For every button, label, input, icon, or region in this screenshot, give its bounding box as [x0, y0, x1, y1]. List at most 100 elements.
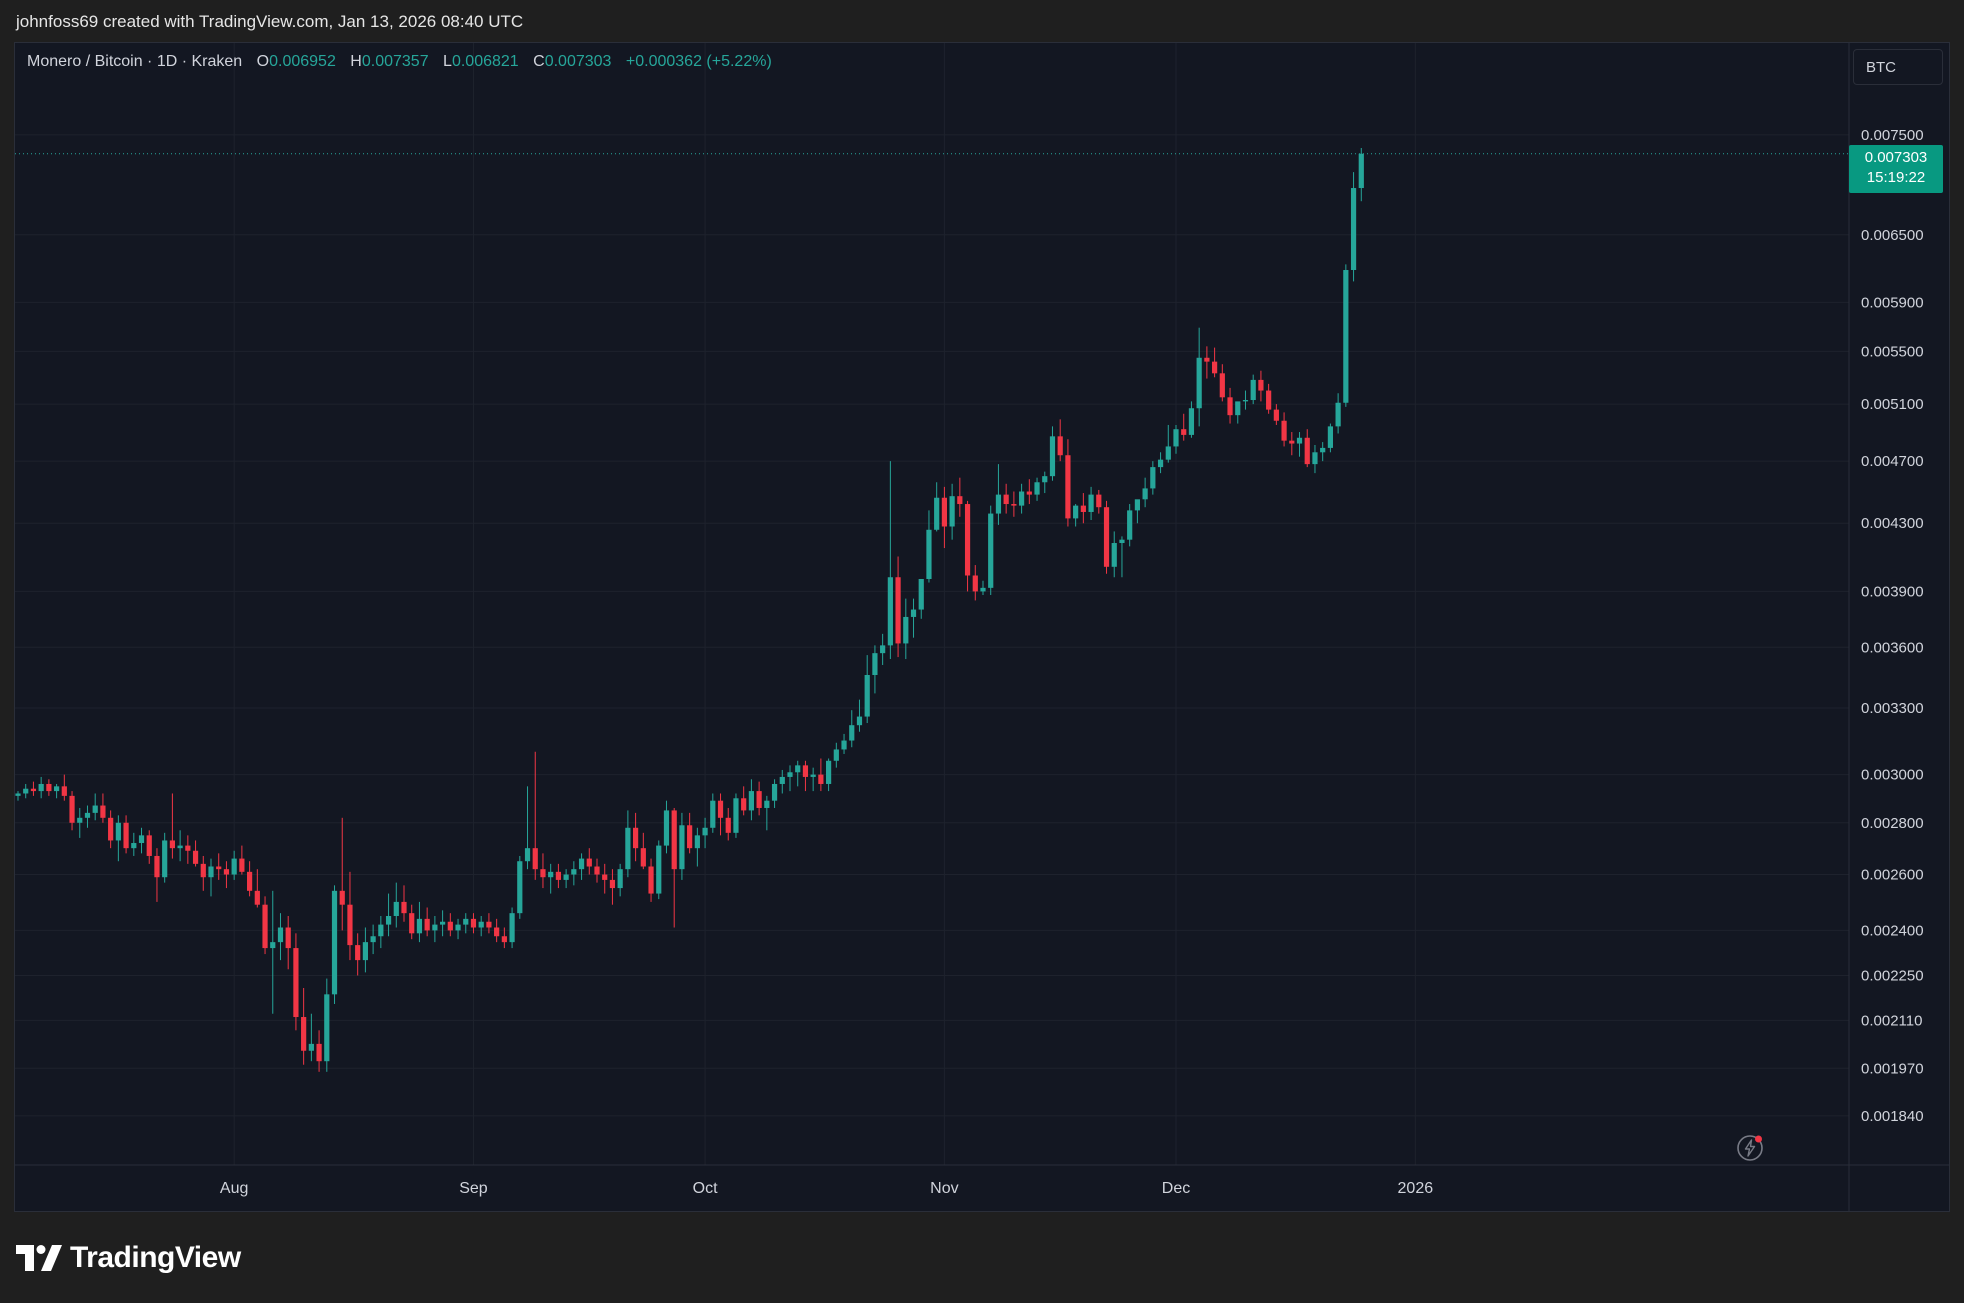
top-bar: johnfoss69 created with TradingView.com,…	[0, 0, 1964, 42]
x-tick-label: Aug	[220, 1180, 248, 1197]
candle-up	[1296, 437, 1303, 444]
candle-down	[741, 798, 747, 811]
candle-down	[501, 936, 507, 943]
candle-up	[733, 798, 739, 833]
candle-down	[957, 496, 963, 505]
high-key: H	[350, 53, 362, 70]
y-tick-label: 0.003300	[1861, 700, 1924, 717]
low-key: L	[443, 53, 452, 70]
candle-up	[856, 716, 863, 726]
candle-down	[123, 822, 129, 849]
candlestick-chart[interactable]: 0.007500 0.006500 0.005900 0.005500 0.005100…	[15, 43, 1950, 1212]
open-value: 0.006952	[269, 53, 336, 70]
candle-down	[1080, 505, 1086, 512]
candle-up	[926, 529, 932, 579]
candle-down	[216, 866, 222, 870]
candle-up	[1335, 402, 1341, 427]
candle-up	[887, 577, 893, 646]
candle-up	[663, 810, 670, 846]
y-tick-label: 0.003600	[1861, 639, 1924, 656]
candle-down	[424, 918, 430, 931]
candle-down	[347, 904, 353, 946]
candle-down	[69, 795, 75, 823]
candle-down	[1212, 361, 1218, 374]
candle-up	[656, 845, 662, 894]
candle-up	[1042, 476, 1048, 483]
candle-up	[1196, 357, 1202, 409]
candle-down	[46, 783, 52, 792]
candle-up	[795, 765, 801, 773]
y-tick-label: 0.004700	[1861, 453, 1924, 470]
candle-down	[1281, 420, 1287, 441]
candle-up	[548, 871, 554, 878]
last-price-label: 0.007303 15:19:22	[1849, 145, 1943, 193]
candle-up	[880, 645, 886, 654]
candle-up	[679, 825, 685, 870]
candle-up	[1242, 400, 1249, 402]
candle-up	[432, 924, 438, 931]
candle-down	[285, 927, 291, 949]
candle-up	[988, 513, 994, 588]
candle-up	[771, 783, 778, 801]
candle-up	[1165, 446, 1171, 460]
x-tick-label: Oct	[693, 1180, 718, 1197]
chart-pane[interactable]: 0.007500 0.006500 0.005900 0.005500 0.005100…	[14, 42, 1950, 1212]
candle-up	[478, 921, 484, 928]
y-tick-label: 0.001970	[1861, 1060, 1924, 1077]
candle-up	[872, 653, 878, 676]
candle-up	[416, 918, 423, 934]
candle-up	[1019, 491, 1025, 506]
candle-up	[455, 924, 461, 931]
candle-up	[826, 760, 832, 784]
y-tick-label: 0.005500	[1861, 343, 1924, 360]
y-tick-label: 0.002600	[1861, 867, 1924, 884]
candle-up	[841, 740, 847, 750]
candle-up	[1150, 467, 1156, 489]
lightning-icon[interactable]	[1735, 1133, 1765, 1163]
candle-down	[470, 918, 477, 928]
candle-down	[648, 866, 654, 894]
candle-down	[725, 817, 731, 833]
close-key: C	[533, 53, 545, 70]
y-tick-label: 0.004300	[1861, 515, 1924, 532]
candle-up	[748, 791, 754, 811]
bar-countdown: 15:19:22	[1866, 169, 1926, 186]
candle-down	[1258, 379, 1264, 391]
y-tick-label: 0.003000	[1861, 767, 1924, 784]
symbol-title[interactable]: Monero / Bitcoin · 1D · Kraken	[27, 53, 243, 70]
candle-up	[694, 835, 700, 849]
candle-up	[77, 817, 83, 823]
candle-down	[609, 879, 616, 889]
candle-up	[1073, 505, 1079, 519]
candle-up	[903, 616, 909, 644]
candle-up	[393, 901, 399, 917]
currency-button[interactable]: BTC	[1853, 49, 1943, 85]
y-tick-label: 0.005100	[1861, 396, 1924, 413]
candle-down	[409, 913, 415, 934]
y-tick-label: 0.001840	[1861, 1108, 1924, 1125]
candle-down	[1266, 390, 1272, 410]
candle-down	[1219, 373, 1225, 398]
candle-up	[1111, 543, 1117, 567]
candle-down	[154, 855, 160, 878]
candle-up	[910, 609, 917, 617]
candle-up	[779, 776, 785, 784]
x-tick-label: Nov	[930, 1180, 958, 1197]
y-tick-label: 0.005900	[1861, 294, 1924, 311]
tradingview-logo[interactable]: TradingView	[16, 1240, 241, 1276]
candle-down	[756, 791, 762, 808]
candle-up	[324, 994, 330, 1062]
x-tick-label: 2026	[1398, 1180, 1434, 1197]
candle-up	[949, 496, 955, 527]
candle-down	[355, 945, 361, 961]
chart-background	[15, 43, 1949, 1211]
candle-up	[1343, 270, 1349, 403]
x-tick-label: Sep	[459, 1180, 488, 1197]
candle-down	[169, 840, 175, 849]
candle-up	[1142, 488, 1148, 500]
candle-up	[378, 924, 384, 937]
y-tick-label: 0.002110	[1861, 1012, 1922, 1029]
candle-down	[1011, 504, 1017, 506]
candle-down	[532, 848, 538, 870]
x-tick-label: Dec	[1162, 1180, 1190, 1197]
